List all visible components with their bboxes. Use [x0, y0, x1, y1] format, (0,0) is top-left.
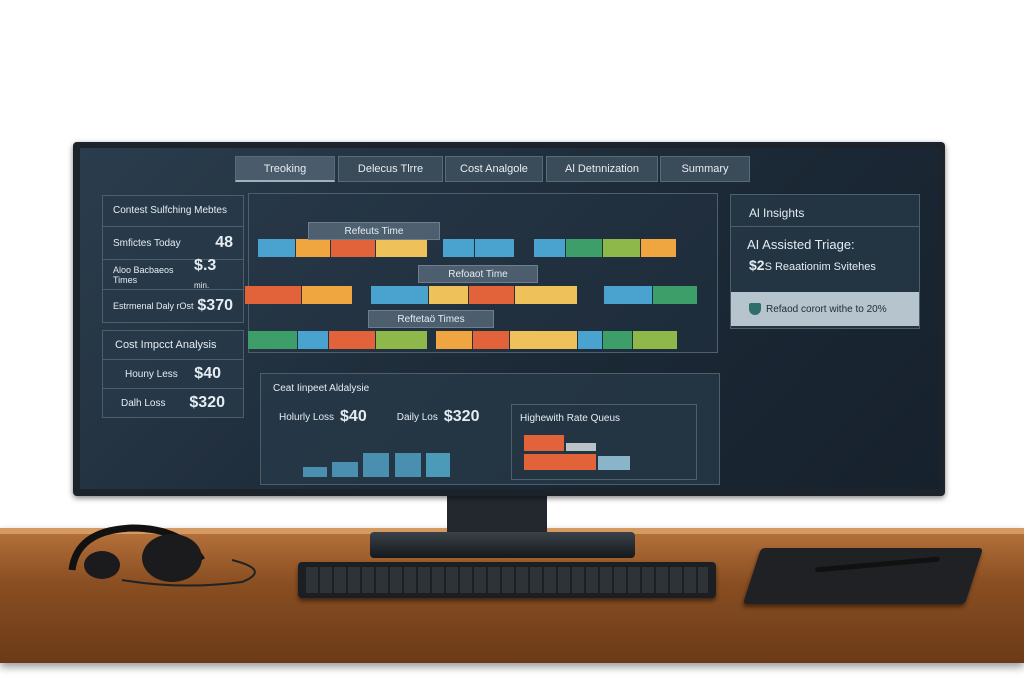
timeline-label: Refoaot Time	[418, 265, 538, 283]
hourly-loss-value: $40	[194, 365, 221, 382]
bar	[395, 453, 421, 477]
metric-value: $370	[197, 297, 233, 314]
bar	[363, 453, 389, 477]
ai-text: S Reaationim Svitehes	[764, 261, 876, 273]
bar	[598, 456, 630, 470]
timeline-chart	[245, 193, 718, 353]
timeline-segment	[296, 239, 330, 257]
tab-label: Al Detnnization	[565, 163, 639, 175]
ai-value: $2	[749, 257, 765, 273]
tab-label: Delecus Tlrre	[357, 163, 424, 175]
timeline-segment	[376, 331, 427, 349]
daily-loss-label: Daily Los	[396, 411, 438, 423]
bar	[524, 454, 596, 470]
queues-panel: Highewith Rate Queus	[511, 404, 697, 480]
timeline-segment	[469, 286, 514, 304]
timeline-segment	[510, 331, 577, 349]
daily-loss-value: $320	[189, 394, 225, 411]
dashboard-screen: Treoking Delecus Tlrre Cost Analgole Al …	[80, 148, 940, 489]
tab-cost-analysis[interactable]: Cost Analgole	[445, 156, 543, 182]
metric-unit: min.	[194, 280, 210, 290]
timeline-segment	[473, 331, 509, 349]
tab-defects-time[interactable]: Delecus Tlrre	[338, 156, 443, 182]
timeline-segment	[475, 239, 514, 257]
notebook	[742, 548, 984, 604]
timeline-segment	[641, 239, 676, 257]
tab-label: Treoking	[263, 162, 307, 175]
queues-title: Highewith Rate Queus	[520, 413, 621, 424]
timeline-segment	[653, 286, 697, 304]
metric-label: Aloo Bacbaeos Times	[113, 264, 174, 285]
timeline-segment	[633, 331, 677, 349]
timeline-segment	[298, 331, 328, 349]
timeline-label: Reftetaö Times	[368, 310, 494, 328]
metric-label: Smfictes Today	[113, 237, 181, 249]
bar	[426, 453, 450, 477]
keyboard-keys	[306, 567, 708, 593]
metric-label: Estrmenal Daly rOst	[113, 301, 194, 311]
cost-impact-panel: Cost Impcct Analysis Houny Less $40 Dalh …	[102, 330, 244, 418]
metric-value: $.3	[194, 256, 217, 274]
timeline-segment	[443, 239, 474, 257]
timeline-label: Refeuts Time	[308, 222, 440, 240]
shield-check-icon	[749, 303, 761, 315]
timeline-segment	[245, 286, 301, 304]
monitor-base	[370, 532, 635, 558]
hourly-loss-label: Holurly Loss	[279, 411, 335, 423]
timeline-segment	[429, 286, 468, 304]
timeline-segment	[604, 286, 652, 304]
daily-loss-label: Dalh Loss	[121, 397, 166, 409]
cost-bottom-title: Ceat Iinpeet Aldalysie	[273, 383, 370, 394]
tab-label: Summary	[681, 163, 729, 175]
timeline-segment	[566, 239, 602, 257]
timeline-segment	[258, 239, 295, 257]
timeline-segment	[329, 331, 375, 349]
timeline-segment	[376, 239, 427, 257]
ai-triage-heading: AI Assisted Triage:	[747, 237, 855, 252]
bar	[524, 435, 564, 451]
timeline-segment	[603, 239, 640, 257]
bar	[303, 467, 327, 477]
headphones-icon	[68, 524, 256, 587]
timeline-segment	[603, 331, 632, 349]
metric-value: 48	[215, 234, 233, 251]
ai-banner[interactable]: Refaod corort withe to 20%	[731, 292, 919, 326]
ai-insights-panel: Al Insights AI Assisted Triage: $2S Reaa…	[730, 194, 920, 329]
timeline-segment	[534, 239, 565, 257]
tab-summary[interactable]: Summary	[660, 156, 750, 182]
monitor-stand	[447, 496, 547, 534]
cost-impact-bottom-panel: Ceat Iinpeet Aldalysie Holurly Loss $40 D…	[260, 373, 720, 485]
daily-loss-value: $320	[443, 408, 480, 425]
ai-banner-text: Refaod corort withe to 20%	[766, 303, 887, 315]
bar	[566, 443, 596, 451]
cost-impact-title: Cost Impcct Analysis	[115, 339, 217, 351]
timeline-segment	[515, 286, 577, 304]
timeline-segment	[371, 286, 428, 304]
hourly-loss-value: $40	[340, 408, 367, 425]
timeline-segment	[578, 331, 602, 349]
ai-insights-title: Al Insights	[731, 195, 919, 227]
hourly-loss-label: Houny Less	[125, 368, 178, 380]
timeline-segment	[302, 286, 352, 304]
keyboard	[298, 562, 716, 598]
metrics-title: Contest Sulfching Mebtes	[113, 205, 227, 216]
tab-tracking[interactable]: Treoking	[235, 156, 335, 182]
timeline-segment	[331, 239, 375, 257]
bar	[332, 462, 358, 477]
timeline-segment	[248, 331, 297, 349]
timeline-segment	[436, 331, 472, 349]
tab-ai-optimization[interactable]: Al Detnnization	[546, 156, 658, 182]
tab-label: Cost Analgole	[460, 163, 528, 175]
metrics-panel: Contest Sulfching Mebtes Smfictes Today 4…	[102, 195, 244, 323]
